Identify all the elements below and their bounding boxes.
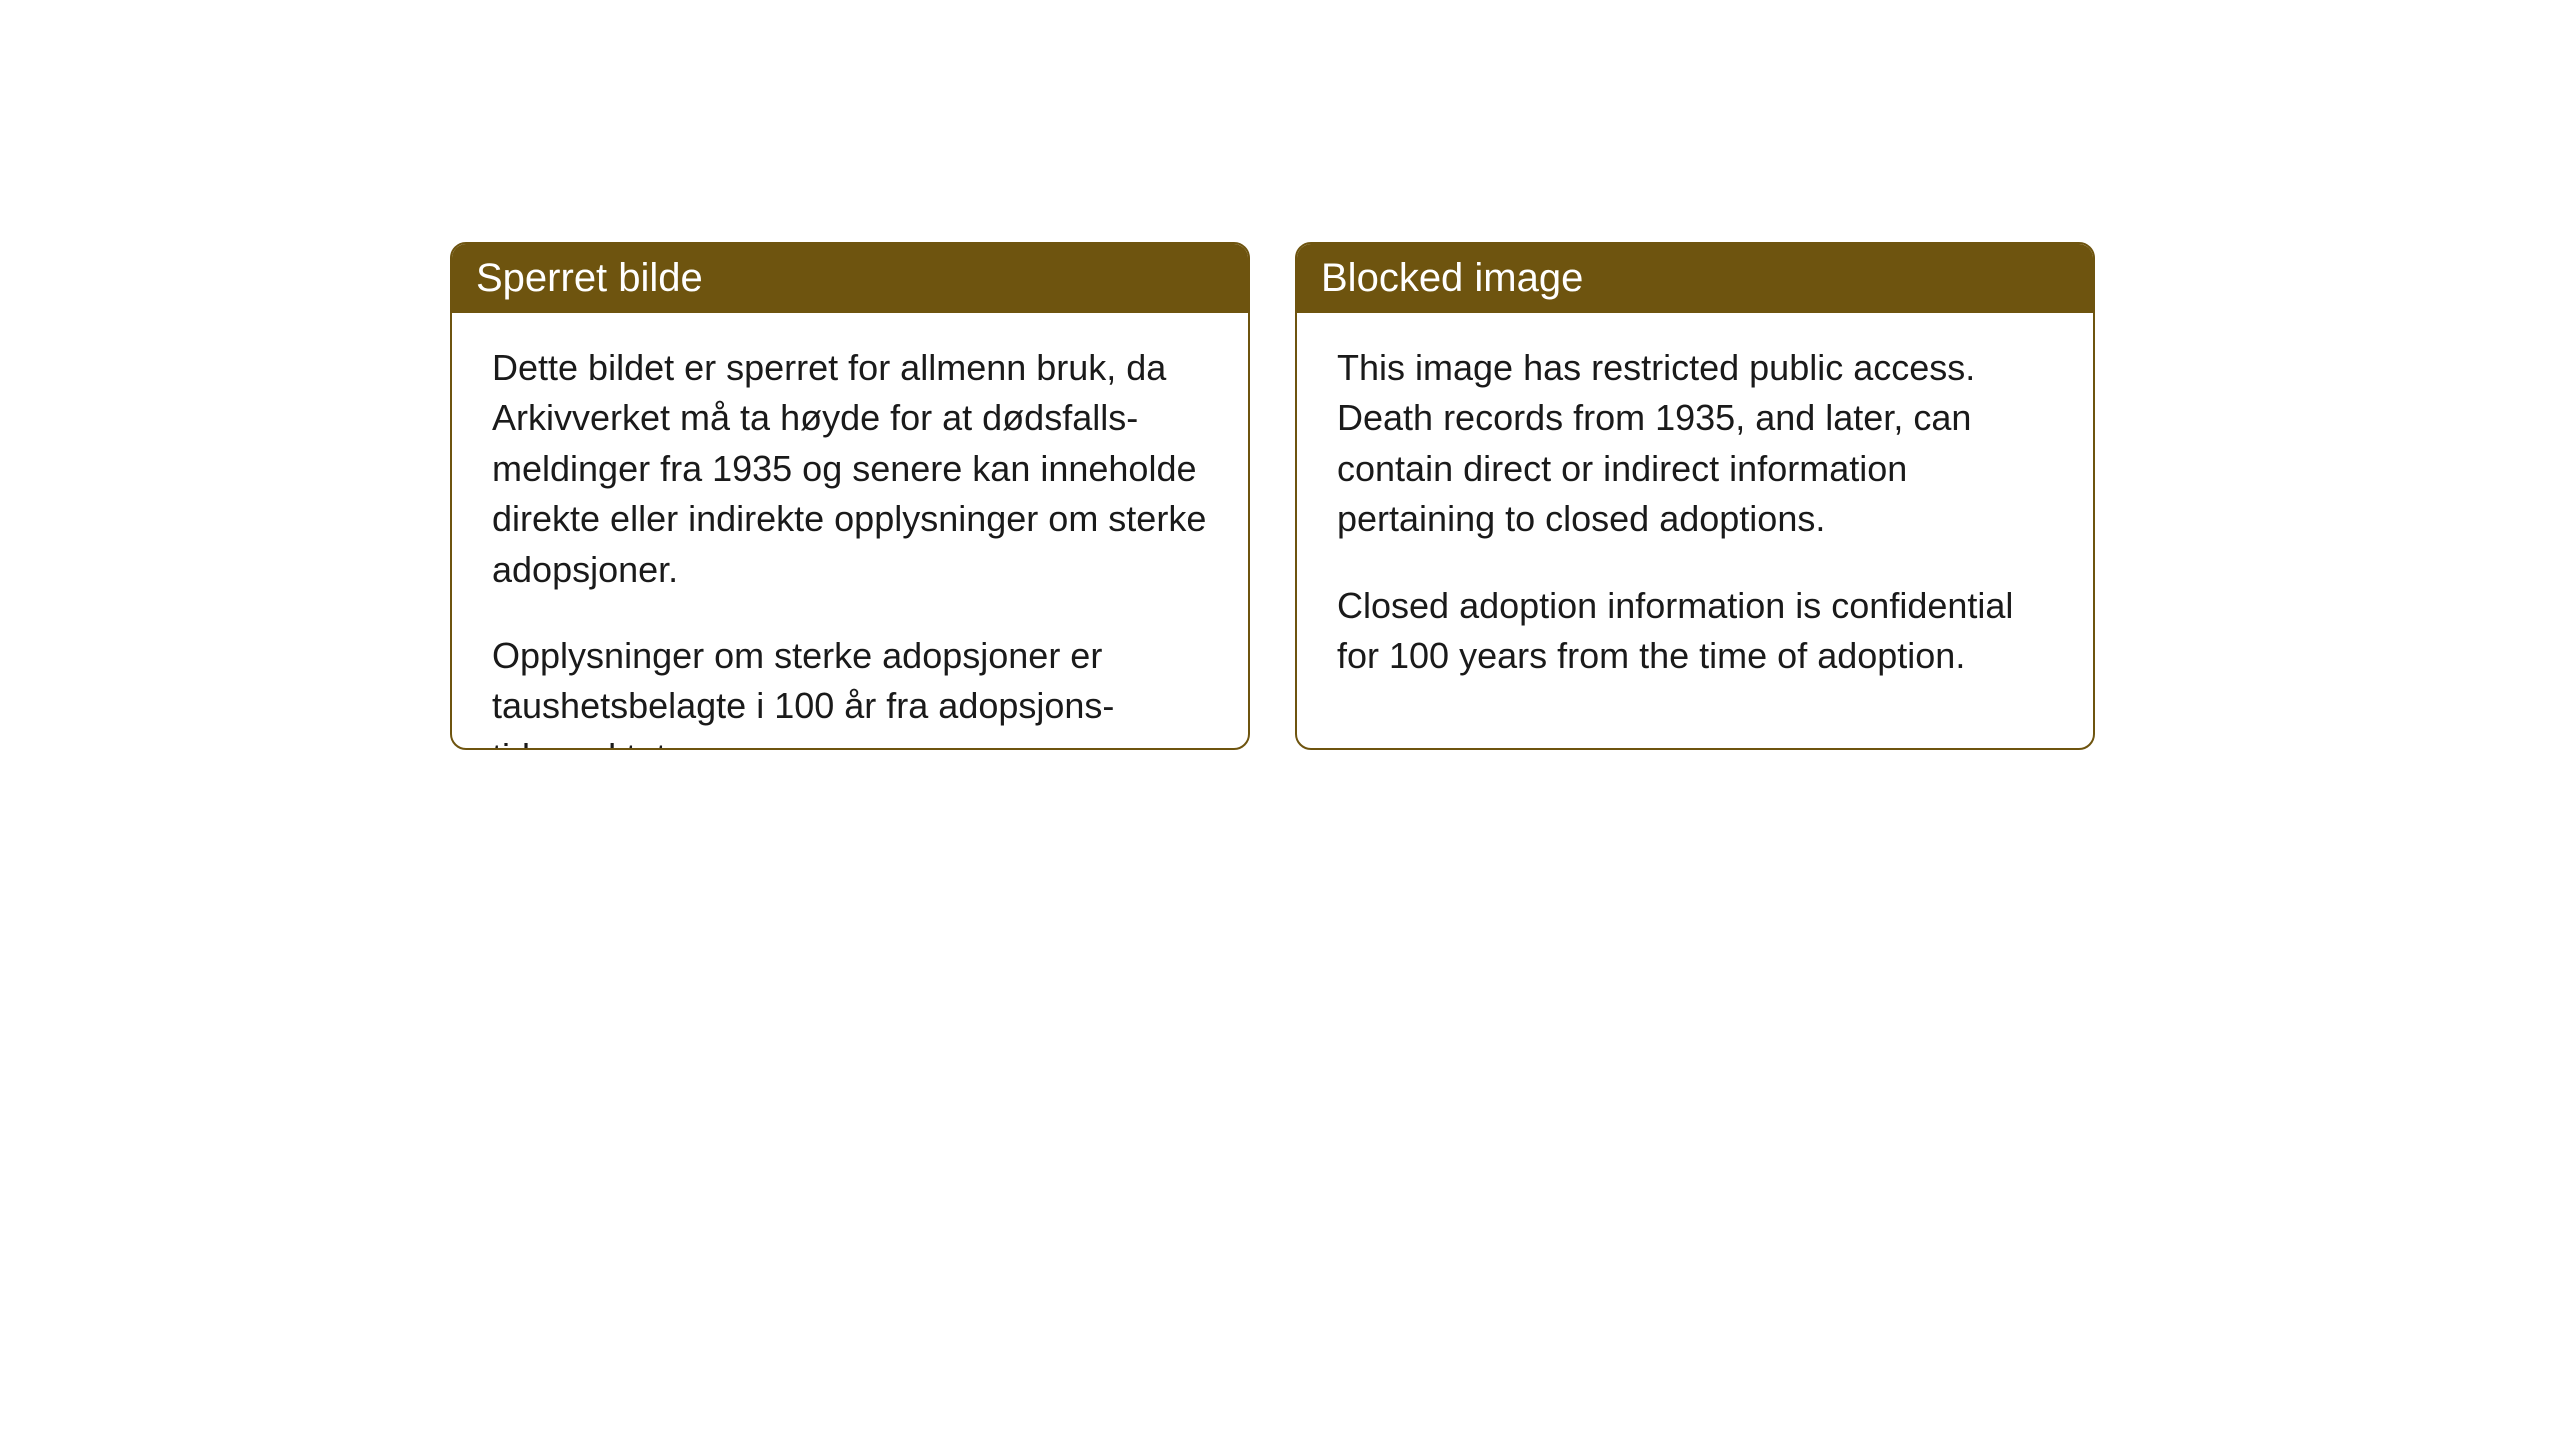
card-body-english: This image has restricted public access.… [1297, 313, 2093, 711]
card-paragraph2-norwegian: Opplysninger om sterke adopsjoner er tau… [492, 631, 1208, 750]
card-header-english: Blocked image [1297, 244, 2093, 313]
card-paragraph1-english: This image has restricted public access.… [1337, 343, 2053, 545]
card-container: Sperret bilde Dette bildet er sperret fo… [0, 0, 2560, 750]
card-title-norwegian: Sperret bilde [476, 256, 703, 300]
card-paragraph2-english: Closed adoption information is confident… [1337, 581, 2053, 682]
card-paragraph1-norwegian: Dette bildet er sperret for allmenn bruk… [492, 343, 1208, 595]
card-body-norwegian: Dette bildet er sperret for allmenn bruk… [452, 313, 1248, 750]
card-english: Blocked image This image has restricted … [1295, 242, 2095, 750]
card-header-norwegian: Sperret bilde [452, 244, 1248, 313]
card-norwegian: Sperret bilde Dette bildet er sperret fo… [450, 242, 1250, 750]
card-title-english: Blocked image [1321, 256, 1583, 300]
